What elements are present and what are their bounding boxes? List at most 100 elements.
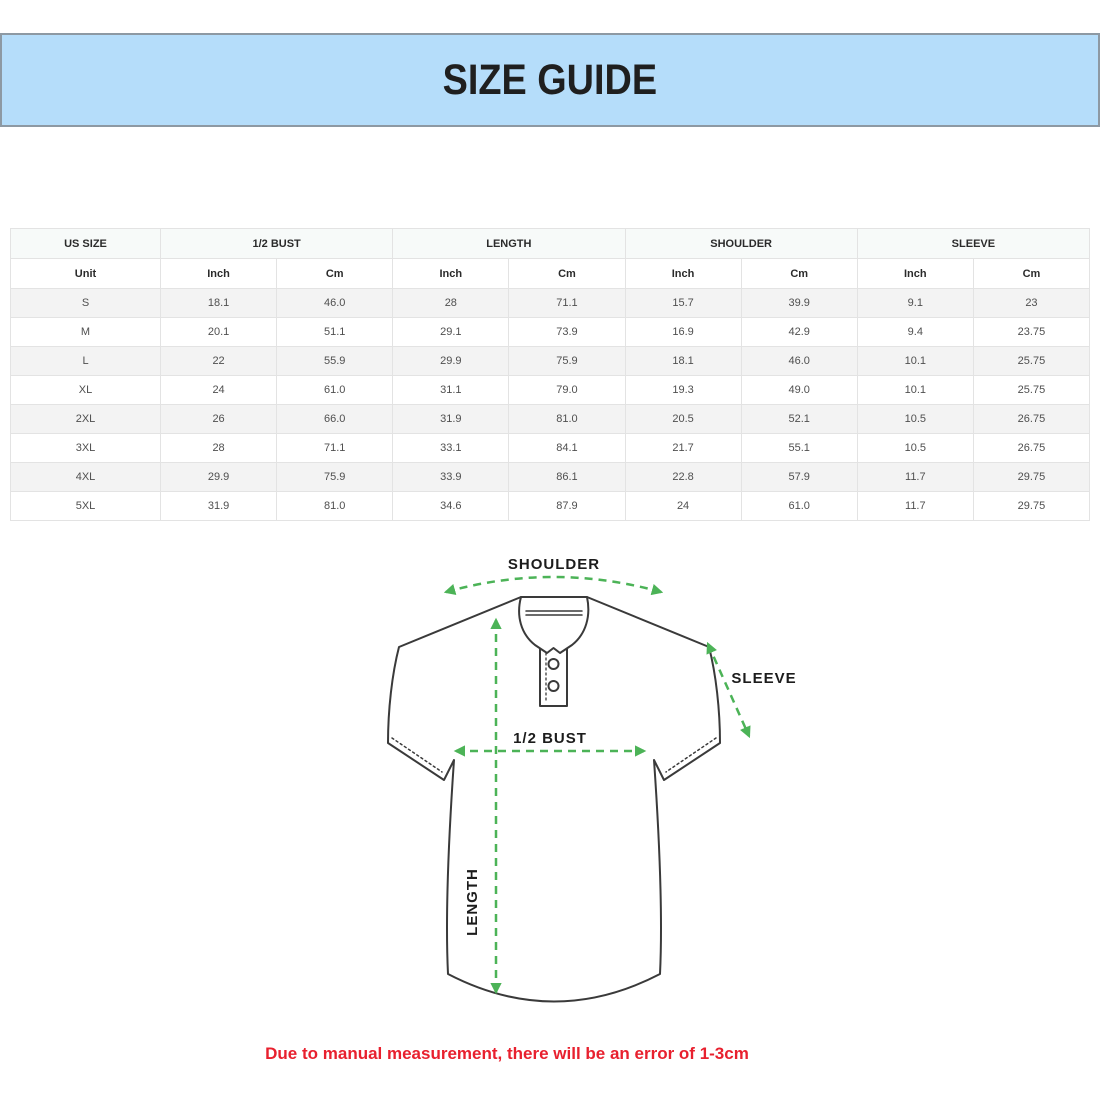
value-cell: 66.0	[276, 404, 394, 434]
value-cell: 39.9	[740, 288, 858, 318]
unit-header: Inch	[624, 258, 742, 289]
table-row-xl: XL 24 61.0 31.1 79.0 19.3 49.0 10.1 25.7…	[10, 375, 1091, 405]
value-cell: 23	[972, 288, 1091, 318]
table-row-2xl: 2XL 26 66.0 31.9 81.0 20.5 52.1 10.5 26.…	[10, 404, 1091, 434]
table-row-m: M 20.1 51.1 29.1 73.9 16.9 42.9 9.4 23.7…	[10, 317, 1091, 347]
length-label: LENGTH	[464, 868, 481, 936]
value-cell: 26.75	[972, 404, 1091, 434]
size-guide-banner: SIZE GUIDE	[0, 33, 1100, 127]
value-cell: 20.5	[624, 404, 742, 434]
column-group-row: US SIZE 1/2 BUST LENGTH SHOULDER SLEEVE	[10, 228, 1091, 259]
value-cell: 21.7	[624, 433, 742, 463]
value-cell: 52.1	[740, 404, 858, 434]
unit-header: Cm	[276, 258, 394, 289]
value-cell: 71.1	[276, 433, 394, 463]
col-group-us-size: US SIZE	[10, 228, 161, 259]
value-cell: 22.8	[624, 462, 742, 492]
value-cell: 24	[624, 491, 742, 521]
size-chart-table: US SIZE 1/2 BUST LENGTH SHOULDER SLEEVE …	[10, 228, 1091, 521]
value-cell: 20.1	[159, 317, 278, 347]
value-cell: 10.1	[856, 375, 974, 405]
value-cell: 46.0	[740, 346, 858, 376]
value-cell: 42.9	[740, 317, 858, 347]
value-cell: 55.9	[276, 346, 394, 376]
value-cell: 33.9	[392, 462, 510, 492]
value-cell: 18.1	[624, 346, 742, 376]
size-cell: M	[10, 317, 161, 347]
value-cell: 9.1	[856, 288, 974, 318]
value-cell: 49.0	[740, 375, 858, 405]
placket-button-icon	[547, 658, 560, 670]
measurement-arrows	[443, 575, 751, 995]
value-cell: 73.9	[508, 317, 626, 347]
value-cell: 29.75	[972, 491, 1091, 521]
value-cell: 34.6	[392, 491, 510, 521]
placket	[539, 643, 568, 707]
value-cell: 11.7	[856, 462, 974, 492]
unit-header: Inch	[392, 258, 510, 289]
unit-header: Inch	[159, 258, 278, 289]
col-group-half-bust: 1/2 BUST	[159, 228, 394, 259]
value-cell: 84.1	[508, 433, 626, 463]
value-cell: 31.9	[159, 491, 278, 521]
unit-header: Cm	[508, 258, 626, 289]
value-cell: 15.7	[624, 288, 742, 318]
size-cell: 5XL	[10, 491, 161, 521]
value-cell: 87.9	[508, 491, 626, 521]
unit-header: Cm	[740, 258, 858, 289]
unit-header: Unit	[10, 258, 161, 289]
value-cell: 31.9	[392, 404, 510, 434]
value-cell: 61.0	[276, 375, 394, 405]
measurement-error-note: Due to manual measurement, there will be…	[265, 1044, 749, 1063]
polo-shirt-outline	[387, 596, 721, 1003]
value-cell: 19.3	[624, 375, 742, 405]
col-group-length: LENGTH	[392, 228, 626, 259]
value-cell: 26.75	[972, 433, 1091, 463]
table-row-3xl: 3XL 28 71.1 33.1 84.1 21.7 55.1 10.5 26.…	[10, 433, 1091, 463]
value-cell: 16.9	[624, 317, 742, 347]
shirt-body	[387, 596, 721, 1003]
value-cell: 24	[159, 375, 278, 405]
value-cell: 33.1	[392, 433, 510, 463]
value-cell: 28	[159, 433, 278, 463]
value-cell: 29.9	[392, 346, 510, 376]
table-row-5xl: 5XL 31.9 81.0 34.6 87.9 24 61.0 11.7 29.…	[10, 491, 1091, 521]
size-cell: 2XL	[10, 404, 161, 434]
col-group-shoulder: SHOULDER	[624, 228, 858, 259]
value-cell: 25.75	[972, 375, 1091, 405]
polo-shirt-diagram-svg: SHOULDER 1/2 BUST LENGTH SLEEVE	[387, 556, 796, 1003]
value-cell: 26	[159, 404, 278, 434]
value-cell: 9.4	[856, 317, 974, 347]
value-cell: 28	[392, 288, 510, 318]
value-cell: 10.5	[856, 404, 974, 434]
value-cell: 23.75	[972, 317, 1091, 347]
size-cell: XL	[10, 375, 161, 405]
table-row-s: S 18.1 46.0 28 71.1 15.7 39.9 9.1 23	[10, 288, 1091, 318]
value-cell: 81.0	[276, 491, 394, 521]
table-row-l: L 22 55.9 29.9 75.9 18.1 46.0 10.1 25.75	[10, 346, 1091, 376]
right-cuff-stitch	[665, 737, 717, 773]
size-cell: L	[10, 346, 161, 376]
value-cell: 11.7	[856, 491, 974, 521]
value-cell: 29.75	[972, 462, 1091, 492]
value-cell: 79.0	[508, 375, 626, 405]
value-cell: 25.75	[972, 346, 1091, 376]
size-cell: 3XL	[10, 433, 161, 463]
value-cell: 55.1	[740, 433, 858, 463]
value-cell: 75.9	[276, 462, 394, 492]
placket-button-icon	[547, 680, 560, 692]
size-cell: 4XL	[10, 462, 161, 492]
value-cell: 51.1	[276, 317, 394, 347]
shoulder-arrow	[443, 575, 664, 596]
value-cell: 71.1	[508, 288, 626, 318]
value-cell: 29.1	[392, 317, 510, 347]
shirt-measurement-diagram: SHOULDER 1/2 BUST LENGTH SLEEVE	[380, 552, 810, 1037]
size-cell: S	[10, 288, 161, 318]
value-cell: 22	[159, 346, 278, 376]
value-cell: 75.9	[508, 346, 626, 376]
col-group-sleeve: SLEEVE	[856, 228, 1091, 259]
unit-header: Inch	[856, 258, 974, 289]
table-row-4xl: 4XL 29.9 75.9 33.9 86.1 22.8 57.9 11.7 2…	[10, 462, 1091, 492]
unit-header: Cm	[972, 258, 1091, 289]
page-title: SIZE GUIDE	[442, 55, 658, 104]
